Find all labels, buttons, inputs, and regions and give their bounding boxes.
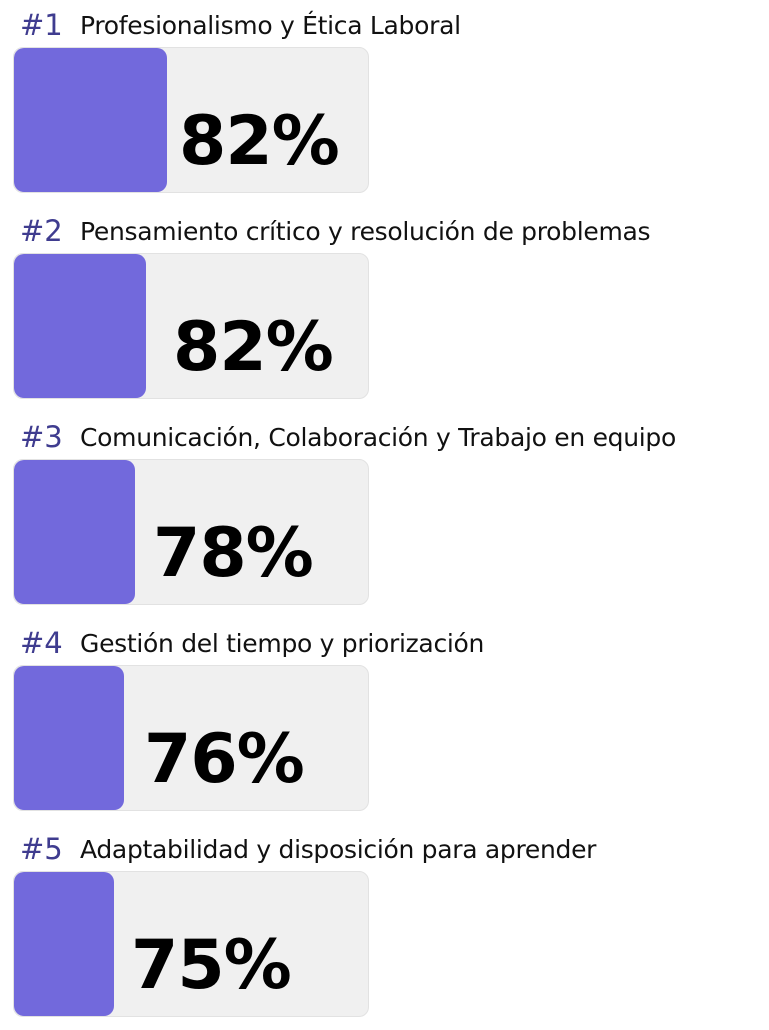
ranking-item: #1 Profesionalismo y Ética Laboral 82% <box>0 0 769 206</box>
score-value: 82% <box>173 308 334 387</box>
rank-label: #3 <box>20 420 63 454</box>
skill-title: Adaptabilidad y disposición para aprende… <box>80 835 597 864</box>
score-fill <box>14 666 124 810</box>
score-card: 82% <box>13 253 369 399</box>
score-card: 76% <box>13 665 369 811</box>
skill-title: Profesionalismo y Ética Laboral <box>80 11 461 40</box>
rank-label: #4 <box>20 626 63 660</box>
skill-title: Comunicación, Colaboración y Trabajo en … <box>80 423 676 452</box>
score-fill <box>14 254 146 398</box>
rank-label: #1 <box>20 8 63 42</box>
ranking-item: #5 Adaptabilidad y disposición para apren… <box>0 824 769 1030</box>
score-fill <box>14 460 135 604</box>
score-value: 76% <box>144 720 305 799</box>
score-card: 75% <box>13 871 369 1017</box>
skill-title: Pensamiento crítico y resolución de prob… <box>80 217 651 246</box>
ranking-item: #4 Gestión del tiempo y priorización 76% <box>0 618 769 824</box>
score-fill <box>14 48 167 192</box>
skill-title: Gestión del tiempo y priorización <box>80 629 485 658</box>
ranking-item: #3 Comunicación, Colaboración y Trabajo e… <box>0 412 769 618</box>
rank-label: #5 <box>20 832 63 866</box>
score-fill <box>14 872 114 1016</box>
score-card: 82% <box>13 47 369 193</box>
ranking-item: #2 Pensamiento crítico y resolución de pr… <box>0 206 769 412</box>
score-value: 75% <box>131 926 292 1005</box>
score-value: 82% <box>179 102 340 181</box>
rank-label: #2 <box>20 214 63 248</box>
score-value: 78% <box>153 514 314 593</box>
score-card: 78% <box>13 459 369 605</box>
